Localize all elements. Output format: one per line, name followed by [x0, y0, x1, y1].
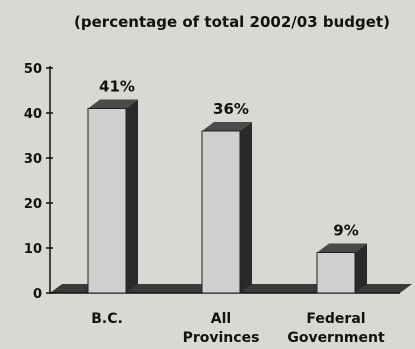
- bar: [316, 252, 356, 294]
- chart-subtitle: (percentage of total 2002/03 budget): [74, 13, 390, 31]
- category-label: Provinces: [183, 330, 260, 346]
- y-tick-label: 10: [24, 242, 42, 257]
- bar-side: [355, 243, 367, 293]
- bar-top: [88, 99, 138, 109]
- bar-side: [240, 122, 252, 293]
- y-tick-label: 40: [24, 107, 42, 122]
- bar-top: [202, 122, 252, 131]
- data-label: 41%: [99, 78, 135, 96]
- bar: [87, 108, 127, 294]
- data-label: 36%: [213, 100, 249, 118]
- category-label: Federal: [306, 311, 365, 327]
- category-label: Government: [287, 330, 385, 346]
- y-tick-label: 20: [24, 197, 42, 212]
- y-tick-label: 50: [24, 62, 42, 77]
- data-label: 9%: [333, 222, 358, 240]
- category-label: B.C.: [91, 311, 123, 327]
- y-tick-label: 0: [33, 287, 42, 302]
- bar-side: [126, 99, 138, 293]
- bars: [87, 99, 367, 294]
- labels: 41% B.C. 36% All Provinces 9% Federal Governmen…: [91, 78, 385, 347]
- bar-top: [317, 243, 367, 253]
- bar: [201, 130, 241, 294]
- y-tick-label: 30: [24, 152, 42, 167]
- category-label: All: [211, 311, 231, 327]
- y-axis: 0 10 20 30 40 50: [24, 62, 53, 302]
